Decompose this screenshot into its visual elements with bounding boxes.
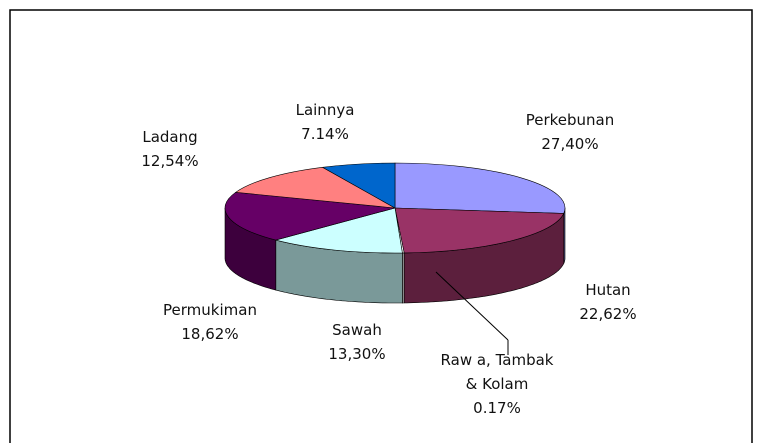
slice-value-label: 13,30% [328,345,386,363]
slice-label: Permukiman [163,301,257,319]
slice-value-label: 18,62% [181,325,239,343]
pie [224,162,566,304]
slice-value-label: 12,54% [141,152,199,170]
slice-label: Raw a, Tambak & Kolam [440,351,554,393]
slice-value-label: 22,62% [579,305,637,323]
slice-label: Sawah [332,321,382,339]
slice-value-label: 27,40% [541,135,599,153]
slice [274,207,403,254]
slice-label: Hutan [585,281,631,299]
leader-line [435,271,509,341]
slice-value-label: 7.14% [301,125,349,143]
frame [9,9,753,443]
slice-value-label: 0.17% [473,399,521,417]
slice [224,192,396,241]
slice [394,207,565,254]
slice-label: Lainnya [295,101,355,119]
slice [321,162,396,209]
slice [234,166,396,209]
slice-label: Ladang [142,128,198,146]
slice-label: Perkebunan [525,111,615,129]
slice [394,162,566,214]
